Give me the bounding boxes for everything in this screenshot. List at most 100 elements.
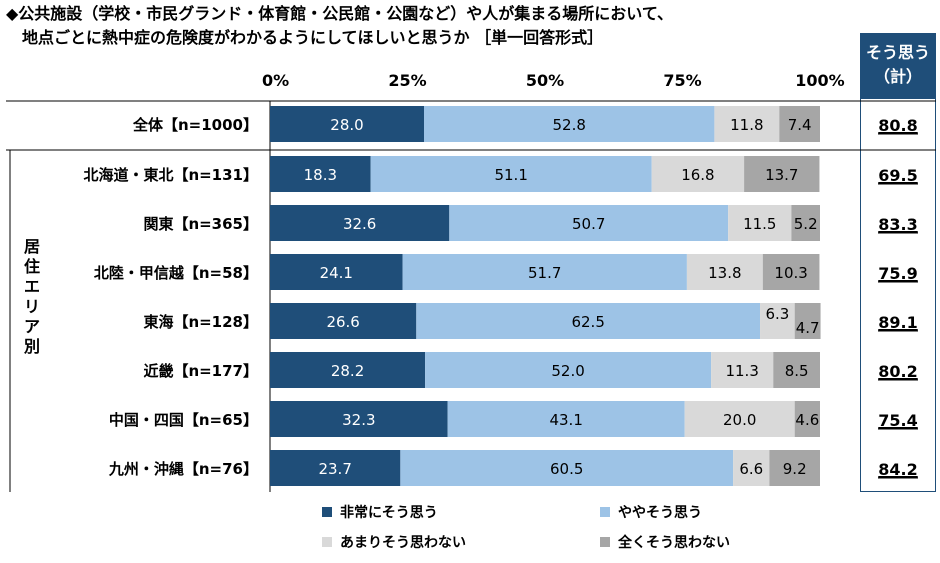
category-label: 近畿【n=177】 <box>143 362 258 380</box>
summary-column-frame <box>860 99 936 492</box>
summary-header-line-1: そう思う <box>865 43 930 62</box>
bar-segment <box>744 156 820 192</box>
data-label: 10.3 <box>774 264 807 282</box>
bar-segment <box>270 352 426 388</box>
summary-value: 75.9 <box>878 264 917 283</box>
data-label: 23.7 <box>318 460 351 478</box>
legend-label: ややそう思う <box>618 505 702 521</box>
bar-segment <box>779 106 820 142</box>
data-label: 32.3 <box>342 411 375 429</box>
category-label: 東海【n=128】 <box>143 313 258 331</box>
bar-segment <box>769 450 820 486</box>
x-tick-label: 0% <box>262 71 289 90</box>
legend-item: あまりそう思わない <box>322 532 466 552</box>
data-label: 26.6 <box>326 313 359 331</box>
x-tick-label: 25% <box>388 71 426 90</box>
x-tick-label: 50% <box>526 71 564 90</box>
data-label: 50.7 <box>572 215 605 233</box>
bar-segment <box>794 303 821 339</box>
legend-swatch <box>322 507 332 517</box>
bar-segment <box>651 156 745 192</box>
bar-segment <box>714 106 780 142</box>
bar-segment <box>425 352 712 388</box>
bar-segment <box>270 401 448 437</box>
chart-title-line-2: 地点ごとに熱中症の危険度がわかるようにしてほしいと思うか ［単一回答形式］ <box>22 28 604 47</box>
category-label: 北海道・東北【n=131】 <box>83 166 258 184</box>
data-label: 60.5 <box>550 460 583 478</box>
data-label: 28.0 <box>330 116 363 134</box>
summary-value: 80.2 <box>878 362 917 381</box>
data-label: 51.1 <box>494 166 527 184</box>
data-label: 6.6 <box>739 460 763 478</box>
bar-segment <box>791 205 820 241</box>
data-label: 52.8 <box>552 116 585 134</box>
legend-item: ややそう思う <box>600 502 702 522</box>
category-label: 全体【n=1000】 <box>132 116 258 134</box>
legend-item: 全くそう思わない <box>600 532 730 552</box>
summary-value: 69.5 <box>878 166 917 185</box>
bar-segment <box>270 156 371 192</box>
bar-segment <box>794 401 820 437</box>
bar-segment <box>684 401 795 437</box>
data-label: 13.8 <box>708 264 741 282</box>
data-label: 13.7 <box>765 166 798 184</box>
legend-item: 非常にそう思う <box>322 502 438 522</box>
legend-label: 非常にそう思う <box>340 505 438 521</box>
data-label: 28.2 <box>331 362 364 380</box>
category-label: 関東【n=365】 <box>143 215 258 233</box>
legend-label: あまりそう思わない <box>340 535 466 551</box>
summary-header-line-2: （計） <box>873 67 922 86</box>
data-label: 20.0 <box>723 411 756 429</box>
bar-segment <box>686 254 763 290</box>
bar-segment <box>270 205 450 241</box>
category-label: 九州・沖縄【n=76】 <box>108 460 258 478</box>
summary-value: 84.2 <box>878 460 917 479</box>
data-label: 4.6 <box>795 411 819 429</box>
data-label: 11.5 <box>743 215 776 233</box>
summary-value: 89.1 <box>878 313 917 332</box>
bar-segment <box>270 106 424 142</box>
summary-value: 83.3 <box>878 215 917 234</box>
data-label: 43.1 <box>549 411 582 429</box>
legend-label: 全くそう思わない <box>618 535 730 551</box>
bar-segment <box>424 106 715 142</box>
summary-value: 75.4 <box>878 411 917 430</box>
data-label: 52.0 <box>551 362 584 380</box>
bar-segment <box>728 205 792 241</box>
summary-value: 80.8 <box>878 116 917 135</box>
bar-segment <box>270 254 403 290</box>
bar-segment <box>270 450 401 486</box>
chart-title-line-1: ◆公共施設（学校・市民グランド・体育館・公民館・公園など）や人が集まる場所におい… <box>6 4 674 23</box>
x-tick-label: 100% <box>795 71 844 90</box>
data-label: 62.5 <box>571 313 604 331</box>
bar-segment <box>416 303 761 339</box>
bar-segment <box>773 352 820 388</box>
data-label: 8.5 <box>785 362 809 380</box>
bar-segment <box>447 401 685 437</box>
legend-swatch <box>600 507 610 517</box>
group-label: 居住エリア別 <box>24 237 40 356</box>
data-label: 4.7 <box>796 319 820 337</box>
bar-segment <box>711 352 774 388</box>
data-label: 18.3 <box>304 166 337 184</box>
category-label: 北陸・甲信越【n=58】 <box>94 264 258 282</box>
bar-segment <box>402 254 687 290</box>
data-label: 24.1 <box>320 264 353 282</box>
bar-segment <box>760 303 795 339</box>
category-label: 中国・四国【n=65】 <box>109 411 258 429</box>
legend-swatch <box>322 537 332 547</box>
data-label: 51.7 <box>528 264 561 282</box>
data-label: 11.8 <box>730 116 763 134</box>
legend-swatch <box>600 537 610 547</box>
data-label: 6.3 <box>765 305 789 323</box>
data-label: 16.8 <box>681 166 714 184</box>
bar-segment <box>733 450 770 486</box>
data-label: 7.4 <box>788 116 812 134</box>
data-label: 11.3 <box>725 362 758 380</box>
bar-segment <box>449 205 729 241</box>
summary-header: そう思う （計） <box>860 33 936 99</box>
bar-segment <box>370 156 652 192</box>
bar-segment <box>270 303 417 339</box>
data-label: 32.6 <box>343 215 376 233</box>
